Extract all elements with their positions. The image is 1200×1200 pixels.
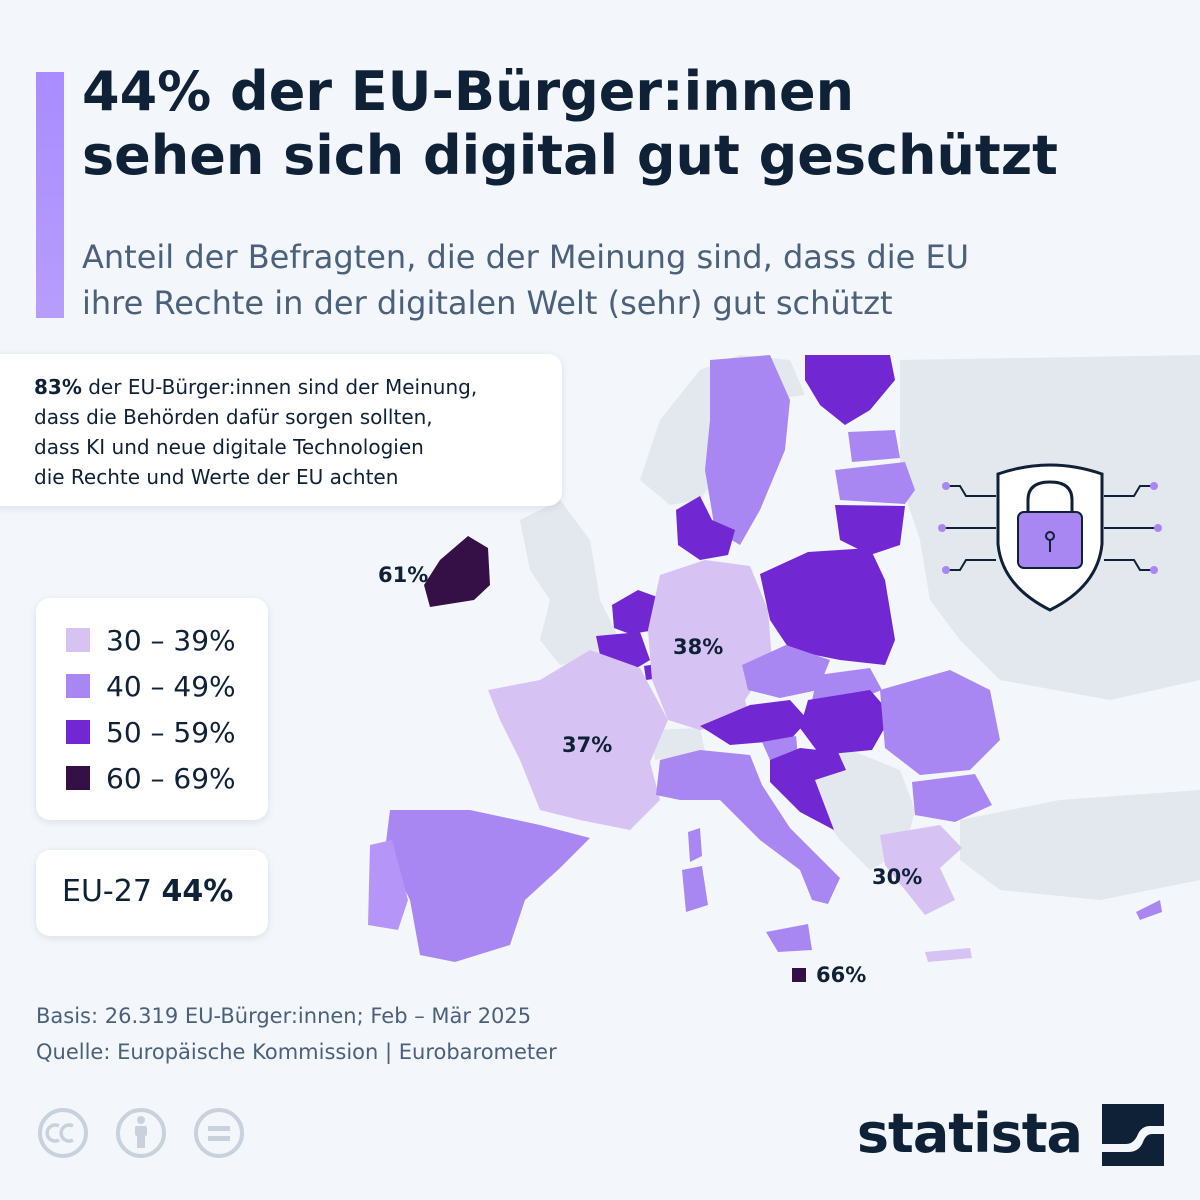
info-line-3: dass KI und neue digitale Technologien: [34, 435, 424, 459]
legend-swatch: [66, 720, 90, 744]
country-italy: [656, 750, 840, 904]
country-denmark: [676, 496, 735, 560]
country-corsica: [688, 828, 702, 862]
country-latvia: [835, 462, 915, 504]
info-line-1-rest: der EU-Bürger:innen sind der Meinung,: [81, 375, 478, 399]
country-sardinia: [682, 866, 708, 912]
country-poland: [760, 548, 895, 665]
subtitle-line-2: ihre Rechte in der digitalen Welt (sehr)…: [82, 284, 893, 322]
country-malta: [792, 968, 806, 982]
country-hungary: [800, 690, 892, 755]
country-lithuania: [835, 505, 905, 555]
info-box: 83% der EU-Bürger:innen sind der Meinung…: [0, 354, 562, 506]
legend-item: 40 – 49%: [66, 666, 236, 706]
source-note: Quelle: Europäische Kommission | Eurobar…: [36, 1040, 557, 1064]
page-subtitle: Anteil der Befragten, die der Meinung si…: [82, 234, 1172, 326]
country-belgium: [596, 632, 650, 672]
basis-note: Basis: 26.319 EU-Bürger:innen; Feb – Mär…: [36, 1004, 532, 1028]
country-greece: [880, 825, 962, 915]
attribution-icon[interactable]: [116, 1108, 166, 1158]
country-austria: [700, 700, 808, 745]
country-czechia: [742, 645, 830, 698]
shield-lock-icon: [938, 463, 1162, 612]
no-derivatives-icon[interactable]: [194, 1108, 244, 1158]
info-highlight: 83%: [34, 375, 82, 399]
legend-label: 30 – 39%: [106, 623, 236, 657]
title-line-1: 44% der EU-Bürger:innen: [82, 60, 855, 123]
turkey-land: [960, 790, 1200, 900]
legend-swatch: [66, 674, 90, 698]
country-sweden: [705, 355, 790, 545]
statista-logo-icon: [1102, 1104, 1164, 1166]
label-greece: 30%: [872, 865, 922, 889]
country-bulgaria: [912, 774, 992, 822]
footer-notes: Basis: 26.319 EU-Bürger:innen; Feb – Mär…: [36, 998, 836, 1070]
title-line-2: sehen sich digital gut geschützt: [82, 124, 1058, 187]
title-accent-bar: [36, 72, 64, 318]
license-icons: [38, 1108, 244, 1158]
country-germany: [648, 560, 772, 730]
country-cyprus: [1136, 900, 1162, 920]
info-line-4: die Rechte und Werte der EU achten: [34, 465, 399, 489]
country-spain: [385, 810, 590, 962]
info-line-2: dass die Behörden dafür sorgen sollten,: [34, 405, 433, 429]
info-line-1: 83% der EU-Bürger:innen sind der Meinung…: [34, 372, 554, 402]
legend-label: 40 – 49%: [106, 669, 236, 703]
label-ireland: 61%: [378, 563, 428, 587]
country-sicily: [766, 924, 812, 952]
statista-brand: statista: [854, 1100, 1164, 1170]
legend-label: 50 – 59%: [106, 715, 236, 749]
legend-item: 60 – 69%: [66, 758, 236, 798]
country-finland: [805, 355, 895, 425]
eu-total-box: EU-27 44%: [36, 850, 268, 936]
label-france: 37%: [562, 733, 612, 757]
country-croatia: [770, 748, 846, 830]
switzerland-land: [650, 728, 705, 760]
label-germany: 38%: [673, 635, 723, 659]
statista-wordmark: statista: [856, 1102, 1083, 1165]
country-ireland: [424, 536, 490, 607]
eu-total-label: EU-27: [62, 874, 162, 909]
eu-total-text: EU-27 44%: [62, 874, 233, 909]
eu-total-value: 44%: [161, 874, 234, 909]
info-text: 83% der EU-Bürger:innen sind der Meinung…: [34, 372, 554, 492]
legend-label: 60 – 69%: [106, 761, 236, 795]
subtitle-line-1: Anteil der Befragten, die der Meinung si…: [82, 238, 970, 276]
page-title: 44% der EU-Bürger:innen sehen sich digit…: [82, 60, 1172, 188]
legend-item: 30 – 39%: [66, 620, 236, 660]
country-netherlands: [612, 590, 660, 634]
cc-license-icon[interactable]: [38, 1108, 88, 1158]
legend-item: 50 – 59%: [66, 712, 236, 752]
map-legend: 30 – 39% 40 – 49% 50 – 59% 60 – 69%: [36, 598, 268, 820]
country-romania: [880, 670, 1000, 775]
legend-swatch: [66, 628, 90, 652]
label-malta: 66%: [816, 963, 866, 987]
country-france: [488, 650, 668, 830]
country-portugal: [368, 840, 408, 930]
uk-land: [520, 500, 620, 665]
legend-swatch: [66, 766, 90, 790]
country-crete: [925, 948, 972, 962]
country-estonia: [848, 430, 900, 462]
